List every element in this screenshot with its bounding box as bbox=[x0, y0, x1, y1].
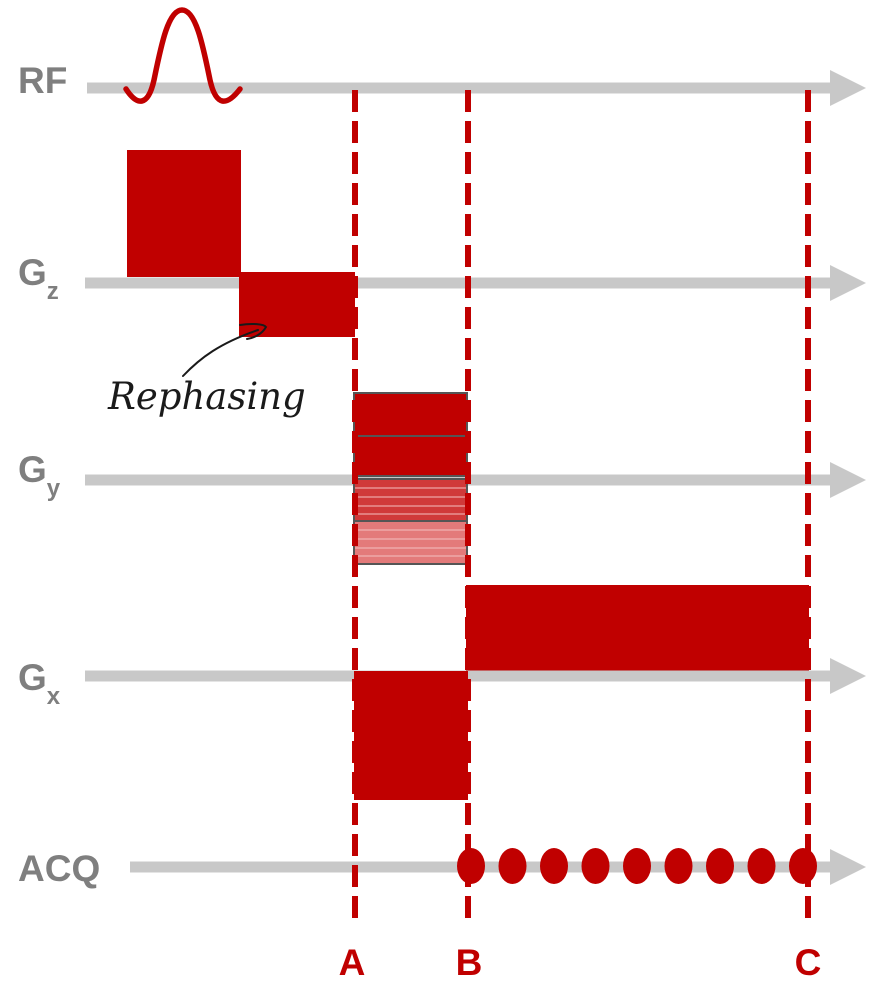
acq-sample-point bbox=[540, 848, 568, 884]
rf-sinc-pulse bbox=[123, 7, 243, 104]
gy-phase-step-lines bbox=[355, 487, 466, 557]
gx-label-subscript: x bbox=[47, 683, 61, 710]
rf-axis-arrowhead bbox=[830, 70, 866, 106]
acq-sample-point bbox=[623, 848, 651, 884]
acq-sample-point bbox=[747, 848, 776, 884]
acq-sample-point bbox=[706, 848, 734, 884]
gz-slice-select-lobe bbox=[127, 150, 241, 277]
rephasing-arrow bbox=[182, 322, 268, 377]
gx-label: Gx bbox=[18, 657, 61, 710]
acq-samples bbox=[457, 848, 817, 884]
gy-phase-step-2 bbox=[353, 435, 468, 477]
timing-marker-lines bbox=[352, 90, 811, 924]
gy-axis-arrowhead bbox=[830, 462, 866, 498]
acq-sample-point bbox=[498, 848, 527, 884]
gx-dephasing-lobe bbox=[354, 671, 468, 800]
gy-phase-encoding-table bbox=[353, 392, 468, 565]
gz-label-subscript: z bbox=[47, 278, 59, 305]
gz-rephasing-lobe bbox=[239, 272, 355, 337]
acq-sample-point bbox=[581, 848, 610, 884]
marker-a-label: A bbox=[339, 942, 366, 983]
gy-phase-step-1 bbox=[353, 392, 468, 437]
acq-axis-arrowhead bbox=[830, 849, 866, 885]
gx-readout-lobe bbox=[466, 585, 809, 672]
rephasing-annotation: Rephasing bbox=[107, 375, 306, 418]
gy-label: Gy bbox=[18, 449, 61, 502]
gx-axis-arrowhead bbox=[830, 658, 866, 694]
marker-b-label: B bbox=[456, 942, 483, 983]
gy-phase-step-4 bbox=[353, 520, 468, 565]
acq-sample-point bbox=[789, 848, 817, 884]
acq-label: ACQ bbox=[18, 848, 100, 889]
gz-label: Gz bbox=[18, 252, 59, 305]
rf-label: RF bbox=[18, 60, 67, 101]
acq-sample-point bbox=[664, 848, 693, 884]
gz-axis-arrowhead bbox=[830, 265, 866, 301]
gy-label-subscript: y bbox=[47, 475, 61, 502]
gy-phase-step-3 bbox=[353, 478, 468, 522]
marker-c-label: C bbox=[795, 942, 822, 983]
